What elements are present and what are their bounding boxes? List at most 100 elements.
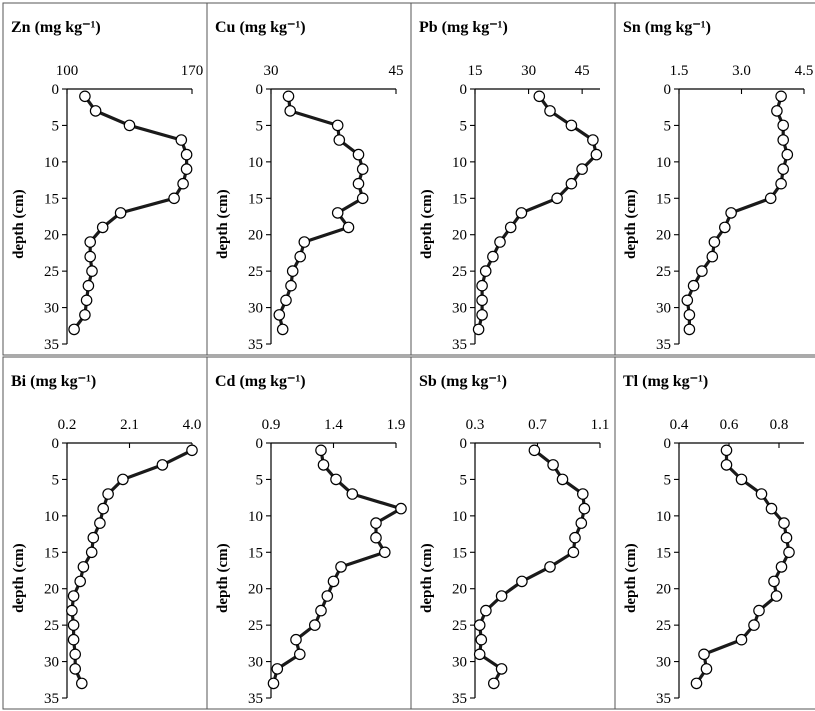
y-axis-label: depth (cm) <box>623 543 639 613</box>
y-tick-label: 30 <box>452 655 467 671</box>
data-point <box>86 265 98 277</box>
y-tick-label: 30 <box>44 301 59 317</box>
x-tick-label: 100 <box>56 63 79 79</box>
y-tick-label: 10 <box>452 155 467 171</box>
series-line <box>70 448 193 685</box>
x-tick-label: 0.9 <box>262 417 281 433</box>
chart-panel-7: Tl (mg kg⁻¹) 0.4 0.6 0.8 0 5 10 15 20 25 30 35 depth… <box>614 356 815 710</box>
y-tick-label: 25 <box>44 618 59 634</box>
data-point <box>352 148 365 161</box>
y-axis-label: depth (cm) <box>419 189 435 259</box>
panel-border <box>410 356 616 710</box>
chart-title: Sn (mg kg⁻¹) <box>623 19 711 36</box>
data-point <box>565 177 578 190</box>
y-tick-label: 5 <box>460 472 468 488</box>
data-point <box>276 323 289 336</box>
data-point <box>700 663 713 675</box>
x-tick-label: 0.8 <box>770 417 789 433</box>
y-tick-label: 15 <box>656 191 671 207</box>
data-point <box>271 663 284 675</box>
data-point <box>725 207 737 219</box>
data-point <box>569 531 581 544</box>
data-point <box>79 90 91 103</box>
data-point <box>315 604 327 617</box>
data-point <box>114 207 127 219</box>
data-point <box>267 677 280 690</box>
y-tick-label: 15 <box>44 191 59 207</box>
data-point <box>177 177 189 190</box>
x-tick-label: 15 <box>468 63 483 79</box>
x-tick-label: 2.1 <box>120 417 139 433</box>
chart-panel-5: Cd (mg kg⁻¹) 0.9 1.4 1.9 0 5 10 15 20 25 30 35 depth… <box>206 356 412 710</box>
data-point <box>765 502 778 515</box>
x-tick-label: 1.4 <box>324 417 343 433</box>
data-point <box>690 677 703 690</box>
data-point <box>97 502 109 515</box>
data-point <box>775 177 787 190</box>
data-point <box>775 561 788 573</box>
data-point <box>69 648 81 661</box>
chart-panel-2: Pb (mg kg⁻¹) 15 30 45 0 5 10 15 20 25 30 35 depth (c… <box>410 2 616 356</box>
y-tick-label: 5 <box>52 472 60 488</box>
y-tick-label: 30 <box>248 655 263 671</box>
data-point <box>333 134 346 146</box>
y-axis-label: depth (cm) <box>623 189 639 259</box>
y-axis-label: depth (cm) <box>419 543 435 613</box>
y-tick-label: 20 <box>248 582 263 598</box>
chart-title: Bi (mg kg⁻¹) <box>11 373 96 390</box>
data-point <box>290 633 302 646</box>
x-tick-label: 30 <box>264 63 279 79</box>
y-tick-label: 25 <box>452 618 467 634</box>
y-tick-label: 20 <box>248 228 263 244</box>
data-point <box>576 163 588 175</box>
x-tick-label: 0.3 <box>466 417 485 433</box>
data-point <box>308 619 321 631</box>
data-point <box>294 250 306 263</box>
x-tick-label: 45 <box>575 63 590 79</box>
data-point <box>356 192 369 205</box>
data-point <box>590 148 603 161</box>
chart-panel-3: Sn (mg kg⁻¹) 1.5 3.0 4.5 0 5 10 15 20 25 30 35 depth… <box>614 2 815 356</box>
y-tick-label: 30 <box>452 301 467 317</box>
y-tick-label: 30 <box>44 655 59 671</box>
data-point <box>476 309 488 321</box>
y-tick-label: 5 <box>256 472 264 488</box>
data-point <box>84 236 96 248</box>
data-point <box>533 90 546 103</box>
data-point <box>331 207 344 219</box>
y-tick-label: 15 <box>248 191 263 207</box>
data-point <box>352 177 365 190</box>
y-tick-label: 10 <box>656 155 671 171</box>
data-point <box>284 105 296 117</box>
data-point <box>378 546 391 559</box>
data-point <box>479 265 492 277</box>
data-point <box>370 517 382 529</box>
data-point <box>472 323 485 336</box>
y-tick-label: 20 <box>452 228 467 244</box>
panel-border <box>614 356 815 710</box>
data-point <box>547 459 559 471</box>
panel-border <box>206 2 412 356</box>
x-tick-label: 0.7 <box>528 417 547 433</box>
data-point <box>67 633 80 646</box>
y-tick-label: 10 <box>656 509 671 525</box>
y-tick-label: 25 <box>452 264 467 280</box>
data-point <box>102 488 114 500</box>
data-point <box>94 517 106 529</box>
data-point <box>696 265 708 277</box>
data-point <box>720 444 733 457</box>
data-point <box>285 279 297 292</box>
data-point <box>282 90 295 103</box>
data-point <box>156 459 169 471</box>
data-point <box>735 633 748 646</box>
y-tick-label: 35 <box>44 337 59 353</box>
data-point <box>706 250 719 263</box>
series-line <box>685 95 789 330</box>
data-point <box>494 236 506 248</box>
y-tick-label: 0 <box>460 82 468 98</box>
y-tick-label: 0 <box>460 436 468 452</box>
data-point <box>74 575 86 588</box>
data-point <box>515 207 528 219</box>
y-tick-label: 10 <box>44 155 59 171</box>
